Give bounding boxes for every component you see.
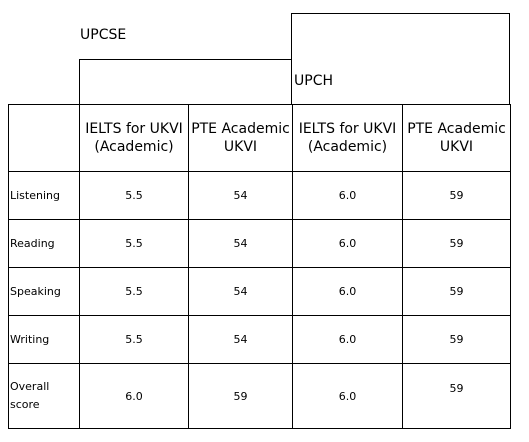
table-row: Listening 5.5 54 6.0 59 bbox=[8, 171, 511, 220]
table-row: Reading 5.5 54 6.0 59 bbox=[8, 219, 511, 268]
table-cell: 54 bbox=[188, 315, 293, 364]
table-cell: 5.5 bbox=[79, 315, 189, 364]
column-header-upch-pte: PTE Academic UKVI bbox=[402, 104, 511, 172]
table-row: Writing 5.5 54 6.0 59 bbox=[8, 315, 511, 364]
table-cell: 6.0 bbox=[292, 363, 403, 429]
upch-group-title: UPCH bbox=[294, 73, 333, 89]
row-label-speaking: Speaking bbox=[8, 267, 80, 316]
row-label-line: score bbox=[10, 398, 40, 411]
column-header-upcse-ielts: IELTS for UKVI (Academic) bbox=[79, 104, 189, 172]
table-row: Overall score 6.0 59 6.0 59 bbox=[8, 363, 511, 429]
column-header-line: IELTS for UKVI bbox=[298, 121, 397, 137]
table-cell: 54 bbox=[188, 171, 293, 220]
row-label-line: Overall bbox=[10, 380, 50, 393]
row-label-reading: Reading bbox=[8, 219, 80, 268]
upch-group-box: UPCH bbox=[291, 13, 510, 105]
column-header-upch-ielts: IELTS for UKVI (Academic) bbox=[292, 104, 403, 172]
table-cell: 5.5 bbox=[79, 219, 189, 268]
table-cell: 5.5 bbox=[79, 267, 189, 316]
table-cell: 54 bbox=[188, 219, 293, 268]
table-cell: 59 bbox=[402, 219, 511, 268]
column-header-line: (Academic) bbox=[307, 139, 388, 155]
upcse-group-title: UPCSE bbox=[80, 27, 127, 43]
row-label-listening: Listening bbox=[8, 171, 80, 220]
table-cell: 5.5 bbox=[79, 171, 189, 220]
table-cell: 6.0 bbox=[292, 171, 403, 220]
column-header-line: UKVI bbox=[439, 139, 474, 155]
table-cell: 6.0 bbox=[292, 219, 403, 268]
score-requirements-table: IELTS for UKVI (Academic) PTE Academic U… bbox=[8, 104, 511, 429]
row-label-writing: Writing bbox=[8, 315, 80, 364]
table-cell: 59 bbox=[188, 363, 293, 429]
table-cell: 6.0 bbox=[79, 363, 189, 429]
column-header-line: UKVI bbox=[223, 139, 258, 155]
table-cell: 6.0 bbox=[292, 267, 403, 316]
column-header-upcse-pte: PTE Academic UKVI bbox=[188, 104, 293, 172]
table-cell: 54 bbox=[188, 267, 293, 316]
column-header-line: (Academic) bbox=[94, 139, 174, 155]
empty-corner-cell bbox=[8, 104, 80, 172]
table-header-row: IELTS for UKVI (Academic) PTE Academic U… bbox=[8, 104, 511, 172]
table-row: Speaking 5.5 54 6.0 59 bbox=[8, 267, 511, 316]
table-cell: 59 bbox=[402, 315, 511, 364]
column-header-line: PTE Academic bbox=[191, 121, 290, 137]
table-cell: 59 bbox=[402, 267, 511, 316]
table-cell: 6.0 bbox=[292, 315, 403, 364]
row-label-overall-score: Overall score bbox=[8, 363, 80, 429]
table-cell: 59 bbox=[402, 363, 511, 429]
column-header-line: PTE Academic bbox=[407, 121, 506, 137]
table-cell: 59 bbox=[402, 171, 511, 220]
column-header-line: IELTS for UKVI bbox=[85, 121, 183, 137]
upcse-group-box bbox=[79, 59, 292, 105]
